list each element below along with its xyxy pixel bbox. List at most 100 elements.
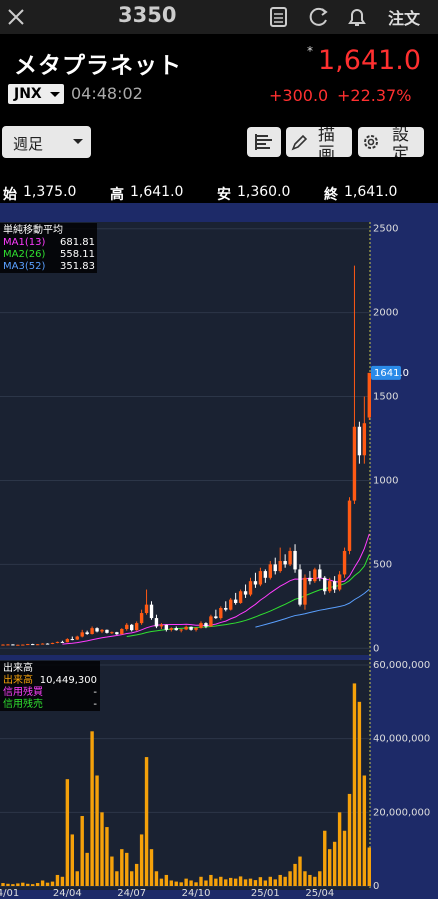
price-plot <box>0 222 370 655</box>
volume-bar <box>258 877 263 886</box>
candle-body <box>70 639 74 641</box>
close-button[interactable] <box>6 7 26 27</box>
volume-bar <box>80 816 84 886</box>
volume-bar <box>11 884 15 886</box>
volume-bar <box>288 871 292 886</box>
x-tick-label: 25/01 <box>251 888 280 899</box>
legend-name: 信用残売 <box>3 697 43 710</box>
volume-bar <box>199 876 203 886</box>
candle-body <box>169 628 173 630</box>
volume-bar <box>204 880 208 886</box>
x-tick-label: 4/01 <box>0 888 19 899</box>
candle-body <box>323 577 327 592</box>
y-tick-label: 2500 <box>373 224 398 235</box>
x-tick-label: 24/10 <box>182 888 211 899</box>
volume-bar <box>120 849 124 886</box>
ohlc-label: 始 <box>3 187 17 203</box>
candle-body <box>224 608 228 610</box>
y-tick-label: 1500 <box>373 392 398 403</box>
order-button[interactable]: 注文 <box>388 9 421 28</box>
price-mark: * <box>307 44 313 58</box>
candle-body <box>35 644 40 646</box>
candle-body <box>313 569 317 582</box>
volume-bar <box>16 883 20 886</box>
candle-body <box>16 644 20 646</box>
candle-body <box>303 577 307 605</box>
candle-body <box>179 629 183 631</box>
volume-bar <box>342 830 347 886</box>
volume-bar <box>65 779 70 886</box>
candle-body <box>159 624 164 627</box>
legend-box <box>0 661 100 711</box>
legend-name: MA3(52) <box>3 261 45 272</box>
x-tick-label: 25/04 <box>305 888 334 899</box>
candle-body <box>184 626 188 630</box>
candle-body <box>199 623 203 628</box>
volume-bar <box>139 834 144 886</box>
legend-value: 351.83 <box>60 261 95 272</box>
candle-body <box>367 372 371 418</box>
stock-code: 3350 <box>118 3 177 27</box>
volume-bar <box>332 841 337 886</box>
volume-bar <box>184 878 188 886</box>
candle-body <box>11 644 15 646</box>
legend-name: MA2(26) <box>3 249 45 260</box>
candle-body <box>31 644 35 646</box>
volume-bar <box>313 876 317 886</box>
toolbar-icons[interactable] <box>268 6 378 28</box>
x-tick-label: 24/04 <box>53 888 82 899</box>
volume-bar <box>293 863 297 886</box>
volume-bar <box>125 852 129 886</box>
volume-bar <box>26 883 30 886</box>
period: 週足 <box>13 135 44 153</box>
draw-button[interactable]: 描画 <box>286 127 352 157</box>
candle-body <box>362 423 367 456</box>
candle-body <box>110 632 114 634</box>
candle-body <box>149 604 154 619</box>
volume-bar <box>189 880 193 886</box>
ohlc-value: 1,641.0 <box>344 184 398 200</box>
candle-body <box>125 624 129 629</box>
candle-body <box>95 628 99 632</box>
candle-body <box>139 613 144 624</box>
volume-bar <box>328 849 332 886</box>
candle-body <box>332 581 337 590</box>
legend-box <box>0 223 97 273</box>
volume-bar <box>169 880 173 886</box>
settings-button[interactable]: 設定 <box>358 127 424 157</box>
indicator-button[interactable] <box>247 127 281 157</box>
volume-bar <box>35 883 40 886</box>
volume-bar <box>347 793 352 886</box>
volume-bar <box>70 834 74 886</box>
volume-bar <box>278 874 282 886</box>
candle-body <box>26 644 30 646</box>
volume-bar <box>243 879 248 886</box>
candle-body <box>243 591 248 595</box>
volume-bar <box>283 876 287 886</box>
candle-body <box>318 569 322 578</box>
volume-bar <box>323 830 327 886</box>
candle-body <box>293 550 297 570</box>
volume-bar <box>263 880 268 886</box>
y-tick-label: 2000 <box>373 308 398 319</box>
volume-bar <box>100 812 104 886</box>
legend-value: 558.11 <box>60 249 95 260</box>
volume-bar <box>362 775 367 886</box>
ma-line <box>62 533 370 645</box>
period-select[interactable]: 週足 <box>2 126 91 158</box>
market-select[interactable]: JNX <box>8 84 64 104</box>
price-change: +300.0 <box>269 86 329 105</box>
candle-body <box>219 608 223 619</box>
volume-bar <box>115 871 119 886</box>
legend-name: 信用残買 <box>3 685 43 698</box>
candle-body <box>263 571 268 578</box>
volume-bar <box>194 882 198 886</box>
legend-title: 出来高 <box>3 661 33 674</box>
candle-body <box>154 618 159 627</box>
candle-body <box>194 627 198 630</box>
volume-bar <box>21 882 25 886</box>
candle-body <box>55 641 60 643</box>
volume-bar <box>318 871 322 886</box>
candle-body <box>288 550 292 565</box>
